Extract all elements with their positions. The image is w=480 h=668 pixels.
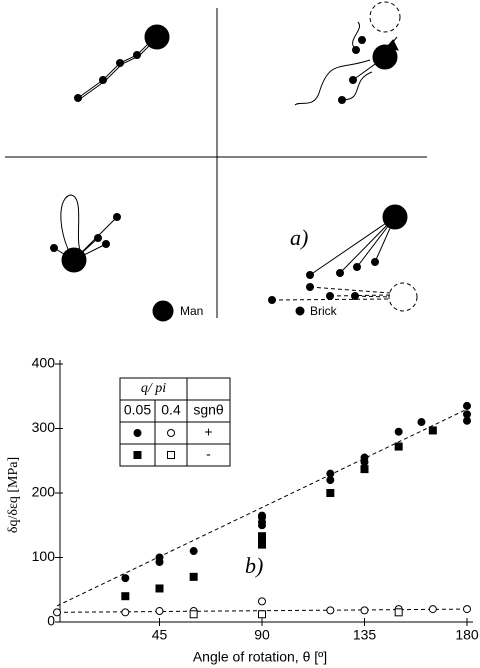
marker (360, 465, 369, 474)
legend-label: Man (180, 304, 203, 318)
marker (53, 608, 61, 617)
x-tick-label: 180 (455, 627, 479, 643)
marker (394, 427, 403, 436)
y-axis-label: δq/δεq [MPa] (6, 457, 21, 533)
marker (189, 547, 198, 556)
y-tick-label: 300 (32, 419, 56, 435)
tether (77, 36, 158, 100)
table-column: 0.4 (161, 402, 181, 418)
diagram (5, 1, 427, 322)
table-column: 0.05 (124, 402, 151, 418)
man (61, 247, 87, 273)
legend-marker (133, 451, 142, 459)
marker (428, 426, 437, 435)
man (144, 24, 170, 50)
marker (189, 572, 198, 581)
marker (155, 607, 164, 616)
marker (428, 605, 437, 614)
table-header: q/ pi (141, 381, 166, 396)
x-tick-label: 135 (353, 627, 377, 643)
marker (326, 469, 335, 478)
marker (121, 608, 130, 617)
marker (394, 442, 403, 451)
x-tick-label: 90 (254, 627, 270, 643)
tether (53, 194, 118, 261)
legend-marker (133, 429, 142, 437)
legend-marker (167, 451, 175, 459)
table-sign: + (204, 424, 212, 440)
table-column: sgnθ (193, 402, 224, 418)
y-tick-label: 100 (32, 548, 56, 564)
y-tick-label: 0 (47, 613, 55, 629)
tether (309, 216, 396, 276)
x-axis-label: Angle of rotation, θ [º] (193, 649, 327, 665)
marker (121, 592, 130, 601)
marker (417, 418, 426, 427)
marker (463, 410, 471, 419)
ghost-man (369, 1, 401, 33)
table-sign: - (206, 446, 211, 462)
legend-label: Brick (310, 304, 338, 318)
man (372, 44, 398, 70)
marker (360, 606, 369, 615)
marker (258, 597, 266, 606)
marker (463, 605, 471, 614)
marker (121, 574, 130, 583)
x-tick-label: 45 (152, 627, 168, 643)
marker (155, 584, 164, 593)
marker (360, 453, 369, 462)
y-tick-label: 400 (32, 355, 56, 371)
man (382, 204, 408, 230)
ghost-tether (271, 286, 391, 301)
marker (155, 553, 164, 562)
marker (326, 489, 335, 497)
fit-line (56, 408, 468, 607)
marker (394, 608, 403, 617)
tether (294, 21, 386, 106)
legend-marker (167, 429, 175, 437)
legend-brick (295, 306, 305, 316)
marker (258, 610, 266, 619)
marker (258, 532, 266, 541)
panel-label: b) (245, 553, 263, 578)
marker (463, 401, 471, 410)
chart: 0 100 200 300 400 45 90 135 180 q/ pi 0.05 0.4 sgnθ +… (32, 355, 479, 643)
marker (189, 610, 198, 619)
legend-man (152, 300, 174, 322)
panel-label: a) (290, 225, 308, 250)
marker (258, 511, 266, 520)
marker (326, 606, 335, 615)
ghost-man (388, 282, 418, 312)
y-tick-label: 200 (32, 484, 56, 500)
